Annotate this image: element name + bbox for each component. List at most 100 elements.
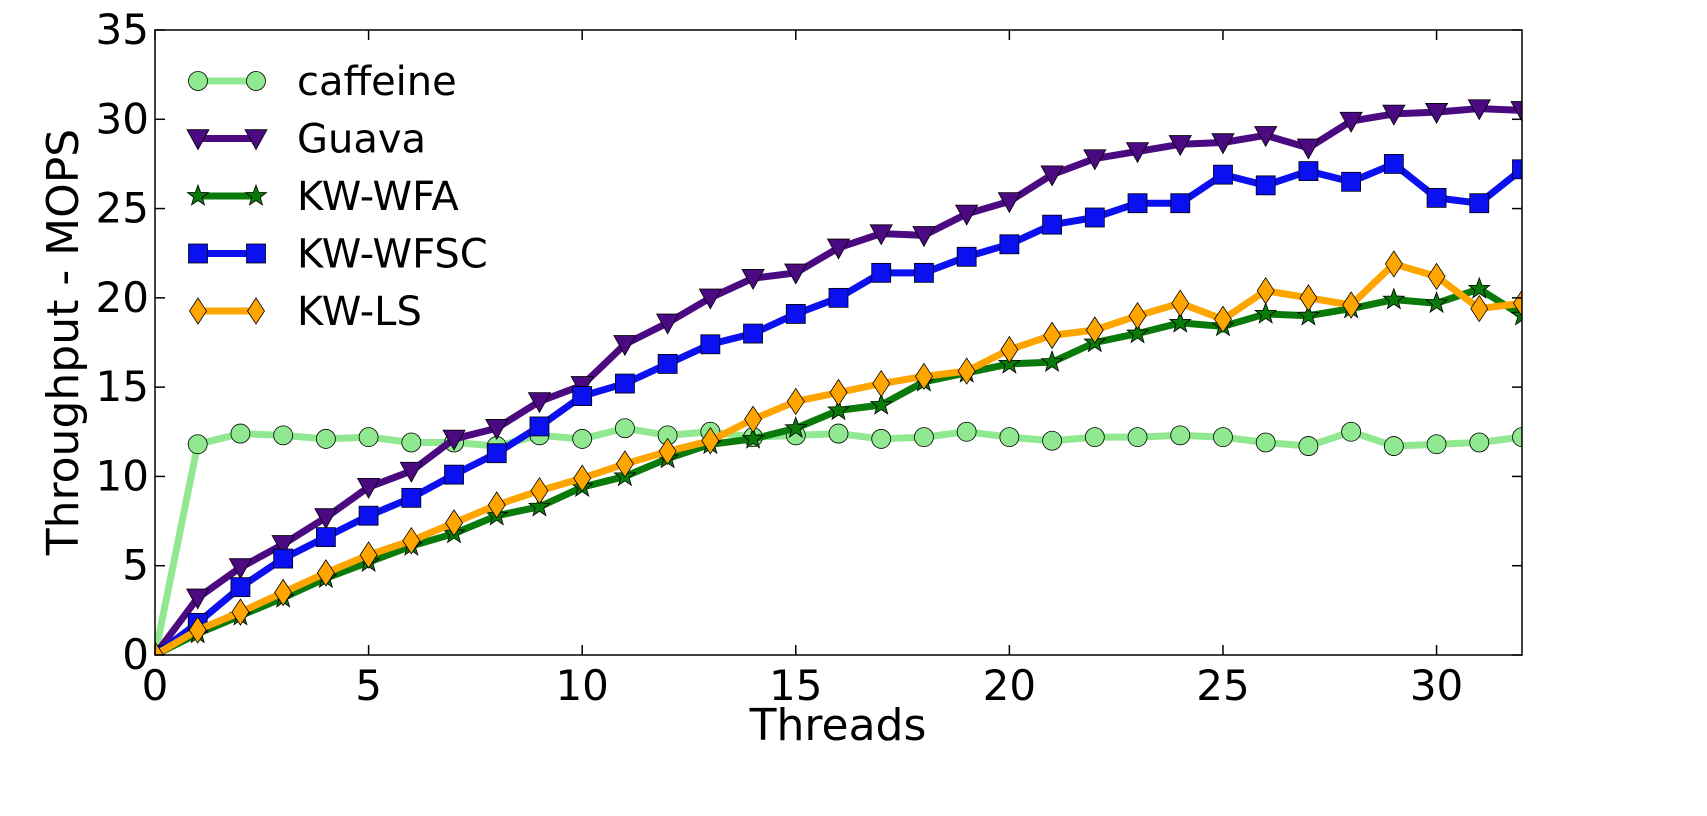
y-axis-label: Throughput - MOPS — [38, 129, 89, 557]
data-point-guava-31 — [1467, 99, 1491, 121]
data-point-guava-15 — [784, 263, 808, 285]
data-point-guava-1 — [186, 588, 210, 610]
data-point-kw-wfsc-10 — [572, 386, 593, 406]
data-point-kw-wfsc-23 — [1127, 193, 1148, 214]
data-point-caffeine-5 — [358, 427, 379, 448]
data-point-kw-ls-27 — [1299, 284, 1318, 312]
data-point-guava-25 — [1211, 133, 1235, 155]
data-point-kw-wfa-24 — [1168, 310, 1192, 333]
data-point-kw-ls-21 — [1043, 321, 1062, 350]
data-point-kw-ls-14 — [744, 405, 763, 434]
data-point-guava-27 — [1296, 138, 1321, 160]
data-point-kw-wfsc-24 — [1170, 193, 1191, 214]
data-point-guava-7 — [442, 429, 466, 451]
data-point-caffeine-28 — [1341, 421, 1362, 442]
data-point-guava-23 — [1125, 142, 1150, 164]
legend-marker-kw-wfsc — [246, 243, 266, 264]
data-point-kw-ls-11 — [615, 450, 634, 478]
data-point-kw-wfsc-28 — [1341, 171, 1362, 192]
data-point-kw-ls-16 — [829, 378, 848, 407]
legend-marker-guava — [186, 129, 210, 151]
data-point-guava-18 — [912, 226, 936, 248]
data-point-kw-wfsc-4 — [315, 527, 336, 548]
legend-marker-caffeine — [188, 71, 208, 91]
data-point-kw-ls-10 — [573, 464, 592, 492]
data-point-guava-32 — [1510, 101, 1522, 123]
data-point-kw-wfa-29 — [1382, 287, 1406, 310]
series-kw-wfa — [155, 276, 1522, 655]
data-point-caffeine-11 — [615, 418, 635, 439]
data-point-caffeine-2 — [230, 423, 251, 444]
data-point-kw-wfsc-6 — [401, 487, 422, 508]
data-point-kw-wfsc-25 — [1213, 164, 1233, 185]
data-point-kw-ls-29 — [1384, 250, 1403, 278]
data-point-caffeine-31 — [1469, 432, 1490, 453]
plot-frame — [154, 29, 1523, 656]
data-point-caffeine-20 — [999, 427, 1020, 448]
data-point-kw-ls-1 — [188, 616, 207, 644]
legend-label-kw-wfa: KW-WFA — [297, 174, 459, 220]
legend-entry-guava: Guava — [186, 117, 426, 163]
x-tick-label: 15 — [769, 661, 822, 710]
data-point-guava-29 — [1382, 104, 1406, 126]
data-point-caffeine-24 — [1170, 425, 1191, 446]
data-point-kw-wfsc-21 — [1042, 214, 1062, 235]
data-point-guava-21 — [1040, 165, 1064, 187]
data-point-kw-ls-20 — [1000, 335, 1019, 364]
data-point-guava-28 — [1339, 111, 1363, 133]
data-point-kw-wfsc-12 — [657, 354, 678, 374]
data-point-kw-ls-25 — [1213, 305, 1232, 334]
data-point-kw-wfsc-15 — [785, 304, 806, 324]
data-point-caffeine-21 — [1042, 430, 1062, 451]
y-tick-label: 10 — [96, 451, 149, 500]
ticks-layer: 0 5 10 15 20 25 30 0 5 10 15 20 25 30 35 — [96, 5, 1522, 710]
data-point-kw-wfsc-8 — [486, 443, 507, 464]
legend-marker-caffeine — [246, 71, 266, 91]
data-point-kw-wfsc-14 — [743, 323, 763, 344]
data-point-guava-12 — [655, 313, 680, 335]
x-tick-label: 25 — [1196, 661, 1249, 710]
data-point-kw-wfa-27 — [1296, 303, 1320, 326]
data-point-guava-11 — [613, 335, 637, 357]
legend-entry-kw-wfa: KW-WFA — [186, 174, 459, 220]
data-point-kw-ls-32 — [1513, 289, 1522, 317]
data-point-kw-wfsc-5 — [358, 505, 379, 526]
data-point-kw-wfa-31 — [1467, 276, 1491, 299]
data-point-kw-wfsc-32 — [1512, 159, 1522, 180]
data-point-kw-ls-6 — [402, 526, 421, 555]
legend-label-kw-wfsc: KW-WFSC — [297, 232, 488, 278]
series-guava — [155, 99, 1522, 655]
data-point-kw-ls-30 — [1427, 262, 1446, 291]
legend-entry-kw-ls: KW-LS — [189, 289, 422, 335]
series-kw-wfsc — [155, 154, 1522, 655]
data-point-guava-3 — [271, 535, 295, 557]
data-point-caffeine-6 — [401, 432, 422, 453]
data-point-kw-wfa-26 — [1254, 301, 1278, 324]
data-point-guava-22 — [1083, 149, 1107, 171]
x-tick-label: 5 — [355, 661, 382, 710]
data-point-guava-16 — [826, 238, 851, 260]
data-point-kw-wfa-23 — [1125, 321, 1150, 344]
data-point-guava-14 — [741, 269, 765, 291]
data-point-kw-ls-26 — [1256, 276, 1275, 305]
data-point-guava-8 — [485, 419, 509, 441]
data-point-kw-wfsc-19 — [956, 246, 977, 267]
data-point-guava-26 — [1254, 126, 1278, 148]
legend-entry-kw-wfsc: KW-WFSC — [188, 232, 488, 278]
data-point-kw-wfsc-27 — [1298, 161, 1319, 181]
legend-marker-kw-wfa — [244, 183, 268, 206]
data-point-guava-13 — [698, 288, 723, 310]
data-point-kw-ls-3 — [274, 578, 293, 607]
data-point-caffeine-10 — [572, 429, 593, 449]
data-point-guava-17 — [869, 224, 893, 246]
series-line-kw-wfa — [155, 285, 1522, 655]
data-point-kw-wfa-14 — [741, 426, 765, 449]
data-point-kw-wfsc-17 — [871, 262, 892, 283]
legend-marker-kw-ls — [189, 297, 207, 325]
data-point-kw-wfsc-20 — [999, 234, 1020, 255]
data-point-kw-wfa-9 — [527, 494, 552, 517]
data-point-kw-wfsc-11 — [615, 373, 635, 394]
data-point-kw-ls-24 — [1171, 289, 1190, 317]
y-tick-label: 0 — [122, 630, 149, 679]
data-point-kw-wfsc-7 — [444, 464, 464, 485]
